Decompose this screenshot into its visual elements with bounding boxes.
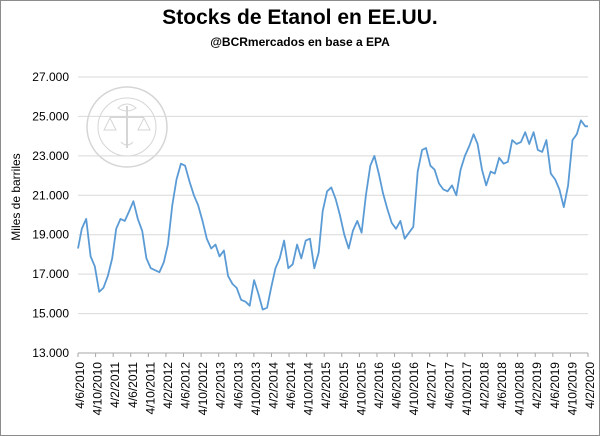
y-tick-label: 27.000	[32, 70, 69, 84]
y-tick-label: 15.000	[32, 307, 69, 321]
x-tick-label: 4/6/2010	[73, 362, 87, 409]
x-tick-label: 4/10/2016	[407, 362, 421, 416]
x-tick-label: 4/6/2015	[337, 362, 351, 409]
x-tick-label: 4/10/2017	[460, 362, 474, 416]
x-tick-label: 4/6/2016	[390, 362, 404, 409]
x-tick-label: 4/2/2011	[108, 362, 122, 408]
x-tick-label: 4/6/2018	[495, 362, 509, 409]
x-tick-label: 4/10/2010	[91, 362, 105, 416]
chart-subtitle: @BCRmercados en base a EPA	[210, 35, 390, 49]
x-tick-label: 4/6/2017	[442, 362, 456, 409]
x-tick-label: 4/6/2011	[126, 362, 140, 408]
x-tick-label: 4/10/2018	[513, 362, 527, 416]
x-tick-label: 4/6/2012	[179, 362, 193, 409]
y-tick-label: 13.000	[32, 346, 69, 360]
x-tick-label: 4/6/2014	[284, 362, 298, 409]
y-tick-label: 23.000	[32, 149, 69, 163]
y-tick-label: 21.000	[32, 188, 69, 202]
x-tick-label: 4/2/2018	[477, 362, 491, 409]
x-tick-label: 4/2/2015	[319, 362, 333, 409]
chart-title: Stocks de Etanol en EE.UU.	[162, 6, 438, 29]
y-tick-label: 17.000	[32, 267, 69, 281]
x-tick-label: 4/10/2012	[196, 362, 210, 416]
ethanol-stocks-line	[77, 119, 588, 311]
x-tick-label: 4/2/2014	[266, 362, 280, 409]
x-tick-label: 4/2/2020	[583, 362, 597, 409]
x-tick-label: 4/10/2011	[143, 362, 157, 415]
x-tick-label: 4/2/2013	[214, 362, 228, 409]
x-tick-label: 4/2/2017	[425, 362, 439, 409]
x-tick-label: 4/6/2019	[548, 362, 562, 409]
x-tick-label: 4/10/2013	[249, 362, 263, 416]
y-tick-label: 25.000	[32, 109, 69, 123]
x-tick-label: 4/10/2014	[302, 362, 316, 416]
x-tick-label: 4/2/2019	[530, 362, 544, 409]
x-tick-label: 4/2/2012	[161, 362, 175, 409]
y-axis-label: Miles de barriles	[9, 153, 23, 240]
x-tick-label: 4/10/2015	[354, 362, 368, 416]
y-tick-label: 19.000	[32, 228, 69, 242]
x-tick-label: 4/10/2019	[565, 362, 579, 416]
x-tick-label: 4/2/2016	[372, 362, 386, 409]
x-tick-label: 4/6/2013	[231, 362, 245, 409]
bolsa-de-comercio-seal-watermark	[86, 86, 168, 168]
